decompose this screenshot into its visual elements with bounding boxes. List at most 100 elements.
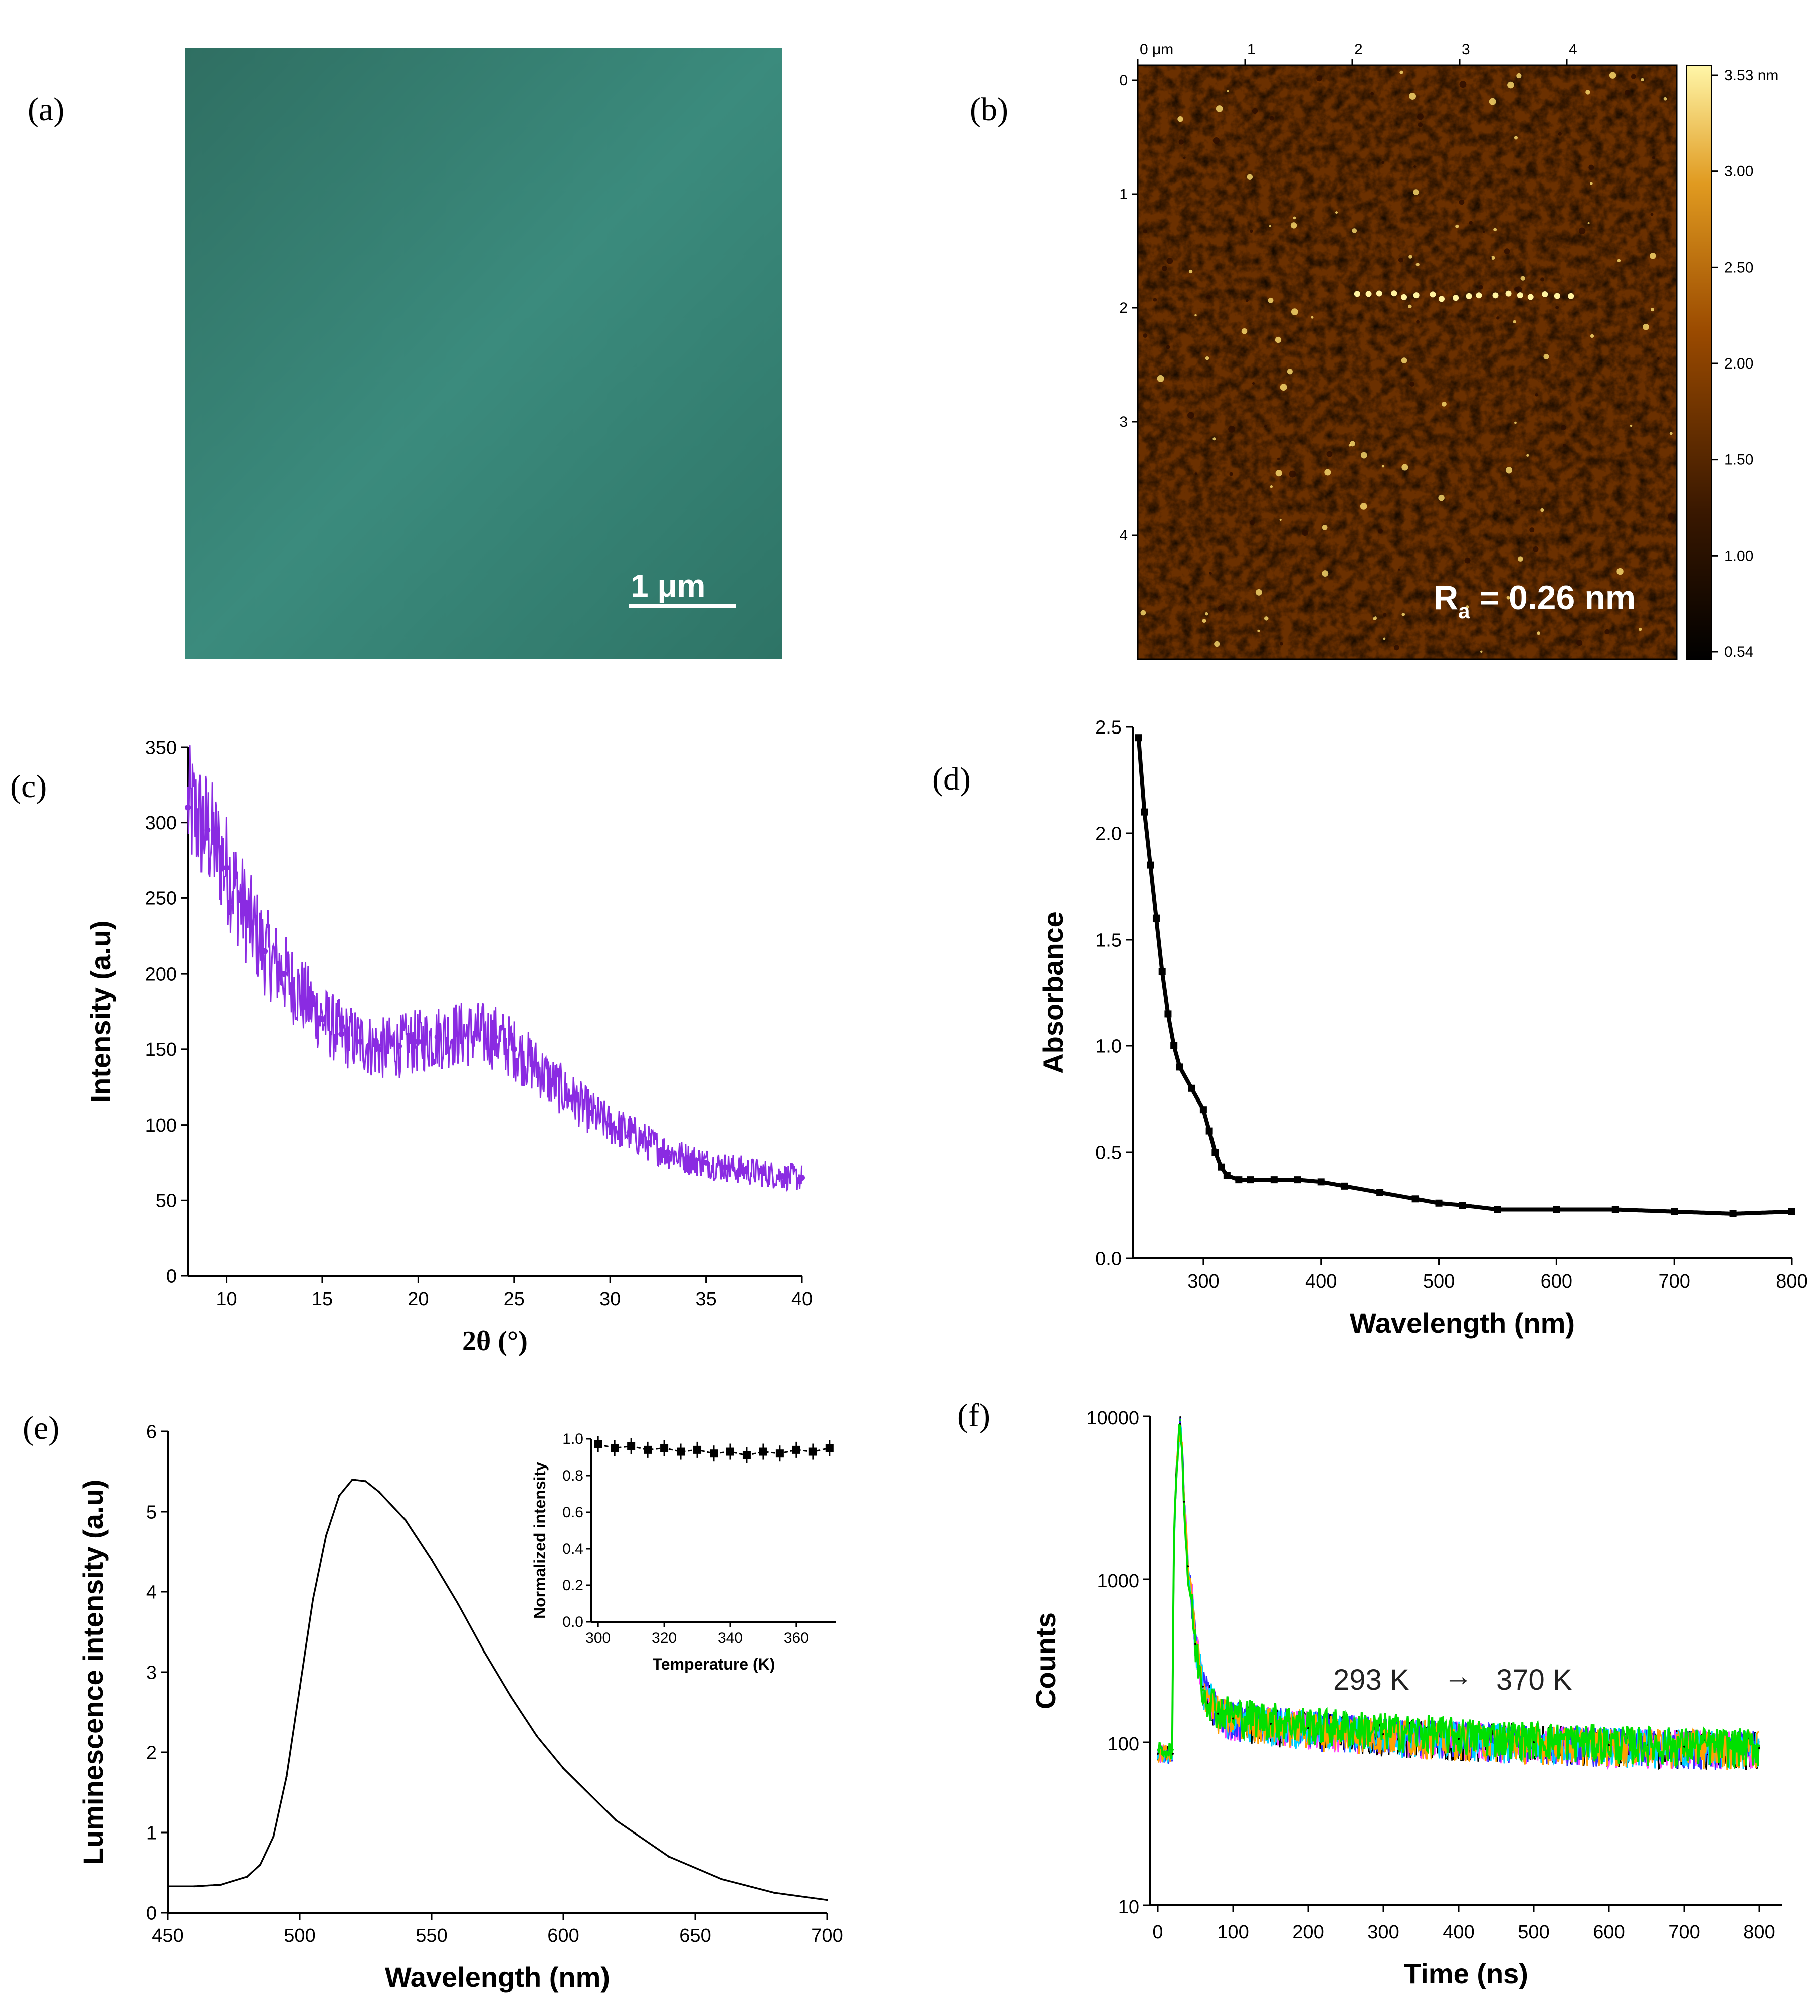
c-x-axis-label: 2θ (°) <box>462 1326 528 1357</box>
afm-defect-line <box>1365 291 1372 297</box>
afm-speckle <box>1255 589 1262 596</box>
afm-speckle <box>1590 182 1593 185</box>
inset-point <box>693 1445 702 1454</box>
xrd-chart: 10 15 20 25 30 35 40 0 50 100 150 200 250 300 350 2θ (°… <box>85 737 813 1357</box>
panel-e-label: (e) <box>23 1410 59 1446</box>
afm-speckle <box>1194 314 1197 317</box>
absorbance-point <box>1435 1199 1443 1207</box>
afm-speckle <box>1322 570 1329 577</box>
luminescence-point <box>431 1559 433 1561</box>
inset-point <box>627 1442 636 1450</box>
afm-speckle <box>1641 78 1644 82</box>
f-y-tick-label: 10000 <box>1086 1408 1139 1429</box>
afm-speckle <box>1279 642 1283 646</box>
xrd-point <box>645 1140 652 1146</box>
afm-speckle <box>1398 257 1403 263</box>
temperature-annotation-end: 370 K <box>1496 1664 1572 1696</box>
f-x-tick-label: 600 <box>1593 1922 1625 1943</box>
afm-speckle <box>1287 369 1293 375</box>
inset-point <box>644 1445 652 1454</box>
luminescence-point <box>668 1856 670 1858</box>
inset-y-tick-label: 0.8 <box>562 1468 583 1484</box>
d-y-tick-label: 1.0 <box>1095 1036 1122 1057</box>
absorbance-point <box>1170 1042 1178 1049</box>
colorbar <box>1686 65 1712 660</box>
afm-speckle <box>1413 165 1417 168</box>
xrd-point <box>799 1175 805 1181</box>
d-x-tick-label: 500 <box>1423 1271 1455 1292</box>
absorbance-point <box>1158 968 1166 975</box>
luminescence-point <box>167 1885 169 1888</box>
c-x-tick-label: 15 <box>312 1289 333 1310</box>
e-y-tick-label: 1 <box>146 1822 157 1844</box>
xrd-series-line <box>187 745 803 1192</box>
afm-speckle <box>1409 92 1417 100</box>
xrd-point <box>703 1159 709 1166</box>
d-x-tick-label: 800 <box>1776 1271 1807 1292</box>
afm-speckle <box>1514 136 1518 140</box>
afm-speckle <box>1383 613 1387 617</box>
afm-speckle <box>1311 316 1314 319</box>
luminescence-point <box>312 1599 314 1601</box>
afm-defect-line <box>1391 290 1397 297</box>
c-x-tick-label: 35 <box>695 1289 716 1310</box>
afm-speckle <box>1576 640 1583 646</box>
afm-speckle <box>1372 615 1375 618</box>
decay-point <box>1458 1733 1460 1736</box>
decay-point <box>1202 1685 1204 1688</box>
afm-speckle <box>1218 605 1224 612</box>
decay-point <box>1270 1717 1272 1720</box>
absorbance-point <box>1141 808 1148 816</box>
afm-speckle <box>1401 613 1405 616</box>
absorbance-chart: 300 400 500 600 700 800 0.0 0.5 1.0 1.5 2.0 2.5 Wave… <box>1037 717 1808 1339</box>
decay-point <box>1187 1565 1189 1568</box>
afm-speckle <box>1526 454 1529 457</box>
afm-speckle <box>1465 605 1469 609</box>
afm-speckle <box>1408 304 1412 309</box>
absorbance-point <box>1205 1127 1213 1135</box>
afm-speckle <box>1269 225 1272 228</box>
c-y-axis-label: Intensity (a.u) <box>85 920 116 1103</box>
temperature-annotation-start: 293 K <box>1333 1664 1409 1696</box>
afm-speckle <box>1616 568 1624 575</box>
luminescence-point <box>220 1884 222 1886</box>
afm-speckle <box>1398 568 1400 571</box>
colorbar-tick-label: 3.53 nm <box>1724 67 1778 84</box>
afm-speckle <box>1464 557 1471 564</box>
luminescence-series-line <box>168 1479 828 1901</box>
xrd-point <box>530 1061 537 1067</box>
absorbance-point <box>1164 1010 1172 1018</box>
afm-speckle <box>1228 425 1236 433</box>
absorbance-point <box>1135 734 1142 742</box>
afm-speckle <box>1415 263 1420 267</box>
absorbance-point <box>1223 1172 1231 1179</box>
absorbance-point <box>1235 1176 1243 1184</box>
optical-micrograph <box>185 48 782 659</box>
afm-speckle <box>1587 222 1590 224</box>
f-x-tick-label: 200 <box>1292 1922 1324 1943</box>
afm-defect-line <box>1438 296 1445 302</box>
afm-speckle <box>1409 381 1415 387</box>
inset-chart: 300 320 340 360 0.0 0.2 0.4 0.6 0.8 1.0 Temperatur… <box>531 1431 836 1673</box>
afm-speckle <box>1669 432 1673 435</box>
xrd-point <box>665 1149 671 1155</box>
luminescence-point <box>377 1491 380 1493</box>
decay-series-line <box>1157 1423 1760 1771</box>
luminescence-point <box>299 1687 301 1689</box>
afm-speckle <box>1252 382 1255 385</box>
afm-speckle <box>1166 345 1170 349</box>
panel-b-label: (b) <box>970 91 1008 128</box>
e-x-tick-label: 450 <box>152 1925 183 1946</box>
afm-speckle <box>1247 174 1253 180</box>
afm-speckle <box>1264 616 1269 621</box>
afm-speckle <box>1360 452 1367 459</box>
c-y-tick-label: 50 <box>156 1191 177 1212</box>
afm-speckle <box>1246 299 1249 302</box>
afm-y-tick-label: 3 <box>1119 414 1128 430</box>
afm-axes: 0 μm 1 2 3 4 0 1 2 3 4 <box>1119 41 1577 544</box>
decay-point <box>1307 1722 1309 1725</box>
e-y-tick-label: 2 <box>146 1742 157 1763</box>
d-y-tick-label: 2.0 <box>1095 823 1122 844</box>
decay-point <box>1179 1422 1181 1425</box>
